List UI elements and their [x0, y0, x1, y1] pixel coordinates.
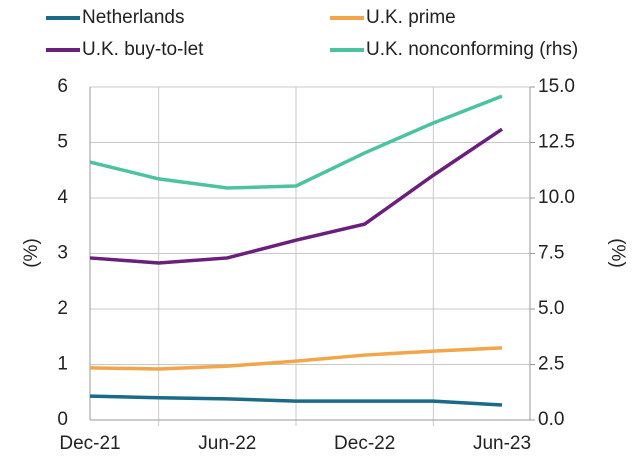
- y2-axis-label: (%): [607, 238, 628, 268]
- series-line: [89, 94, 503, 190]
- y2-tick-label: 0.0: [538, 409, 564, 430]
- legend-label: U.K. buy-to-let: [82, 39, 204, 60]
- series-line: [89, 394, 503, 407]
- y2-tick-label: 12.5: [538, 132, 575, 153]
- y-axis-label: (%): [21, 238, 42, 268]
- y-tick-label: 6: [57, 76, 68, 97]
- x-tick-label: Dec-21: [59, 433, 120, 454]
- x-tick-label: Jun-23: [473, 433, 531, 454]
- y2-tick-label: 15.0: [538, 76, 575, 97]
- y2-tick-label: 5.0: [538, 298, 564, 319]
- x-tick-label: Dec-22: [334, 433, 395, 454]
- y-tick-label: 0: [57, 409, 68, 430]
- legend-label: U.K. prime: [366, 7, 456, 28]
- y-tick-label: 1: [57, 354, 68, 375]
- y-tick-label: 4: [57, 187, 68, 208]
- y-tick-label: 5: [57, 132, 68, 153]
- legend-label: Netherlands: [82, 7, 184, 28]
- series-line: [89, 127, 503, 265]
- y-tick-label: 3: [57, 243, 68, 264]
- y2-tick-label: 2.5: [538, 354, 564, 375]
- y2-tick-label: 10.0: [538, 187, 575, 208]
- y2-tick-label: 7.5: [538, 243, 564, 264]
- x-tick-label: Jun-22: [198, 433, 256, 454]
- y-tick-label: 2: [57, 298, 68, 319]
- series-line: [89, 346, 503, 371]
- legend-label: U.K. nonconforming (rhs): [366, 39, 578, 60]
